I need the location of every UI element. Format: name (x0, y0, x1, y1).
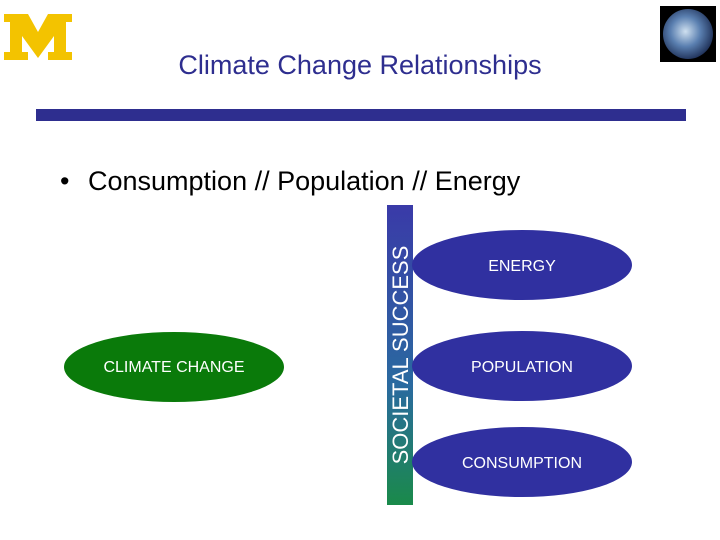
node-label: CONSUMPTION (462, 455, 582, 472)
societal-bar (387, 205, 413, 505)
node-label: ENERGY (488, 258, 556, 275)
bar-label: SOCIETAL SUCCESS (388, 246, 413, 465)
population-node (412, 331, 632, 401)
bullet-marker: • (60, 166, 69, 196)
node-label: CLIMATE CHANGE (103, 359, 244, 376)
bullet-text: Consumption // Population // Energy (88, 166, 521, 196)
earth-image (663, 9, 713, 59)
node-label: POPULATION (471, 359, 573, 376)
energy-node (412, 230, 632, 300)
title-rule (36, 109, 686, 121)
logo (4, 14, 72, 60)
climate-node (64, 332, 284, 402)
slide-title: Climate Change Relationships (178, 50, 541, 80)
consumption-node (412, 427, 632, 497)
